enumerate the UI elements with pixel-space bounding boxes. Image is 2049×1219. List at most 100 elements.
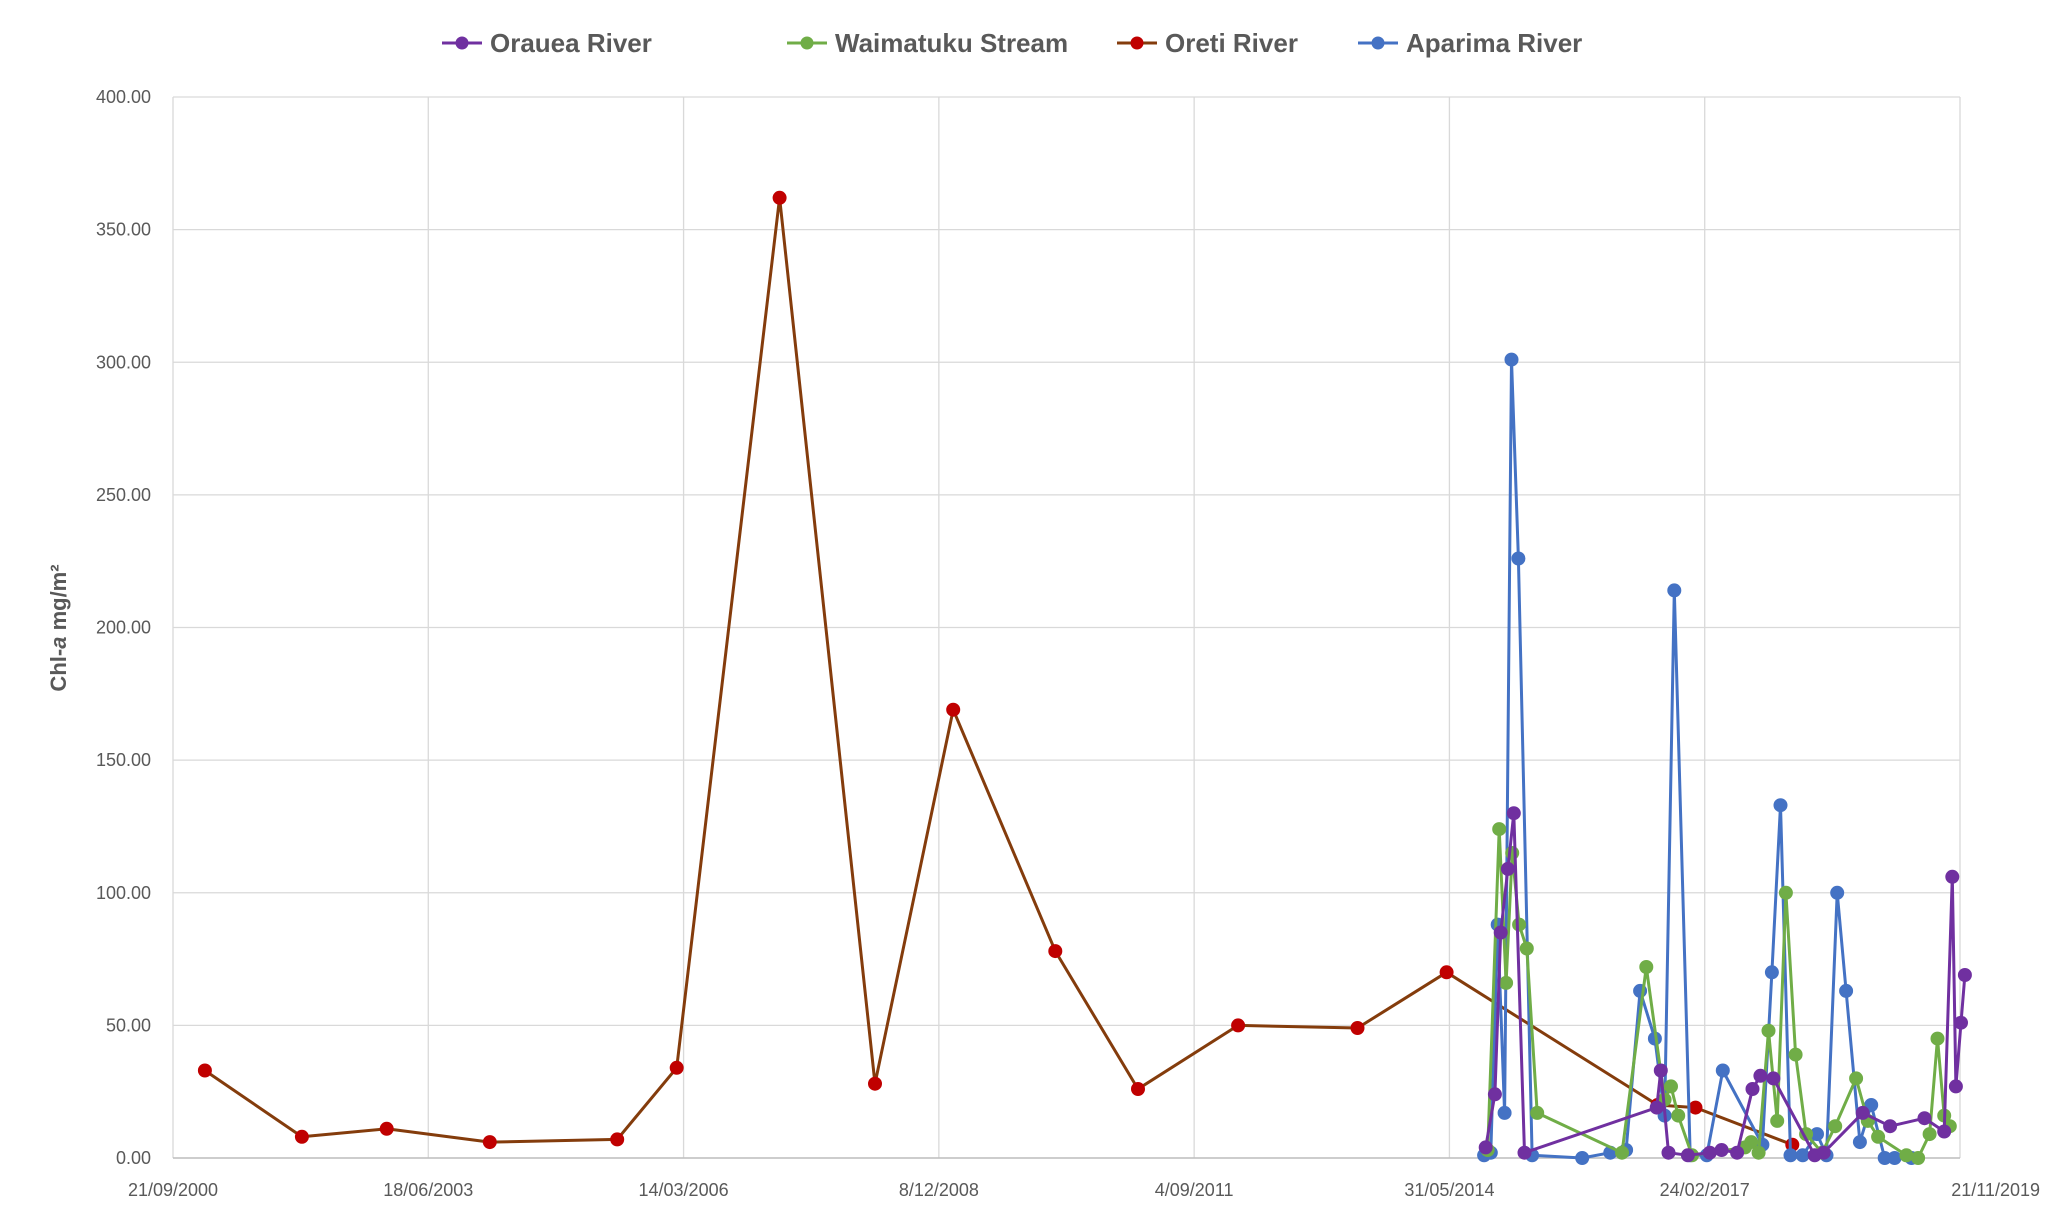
data-point-waimatuku-stream	[1615, 1145, 1629, 1160]
data-point-waimatuku-stream	[1911, 1151, 1926, 1165]
legend-label: Orauea River	[490, 28, 652, 58]
x-tick-label: 18/06/2003	[383, 1180, 473, 1200]
y-tick-label: 300.00	[96, 352, 151, 372]
series-oreti-river	[197, 190, 1800, 1152]
data-point-aparima-river	[1497, 1105, 1512, 1120]
y-tick-label: 400.00	[96, 87, 151, 107]
data-point-waimatuku-stream	[1849, 1071, 1864, 1086]
legend-item-orauea-river: Orauea River	[442, 28, 652, 58]
legend-item-oreti-river: Oreti River	[1117, 28, 1298, 58]
x-tick-labels: 21/09/2000 18/06/2003 14/03/2006 8/12/2008 4…	[128, 1180, 2040, 1200]
data-point-orauea-river	[1753, 1068, 1768, 1083]
data-point-aparima-river	[1852, 1135, 1867, 1150]
data-point-waimatuku-stream	[1770, 1113, 1785, 1128]
y-tick-label: 150.00	[96, 750, 151, 770]
data-point-orauea-river	[1680, 1148, 1695, 1163]
legend-swatch-marker	[1371, 36, 1385, 50]
data-point-waimatuku-stream	[1512, 917, 1527, 932]
data-point-waimatuku-stream	[1899, 1148, 1914, 1163]
legend-item-aparima-river: Aparima River	[1358, 28, 1582, 58]
legend: Orauea River Waimatuku Stream Oreti River A…	[442, 28, 1582, 58]
data-point-orauea-river	[1883, 1119, 1898, 1134]
data-point-orauea-river	[1948, 1079, 1963, 1094]
data-point-waimatuku-stream	[1778, 885, 1793, 900]
data-point-oreti-river	[1350, 1021, 1365, 1035]
data-point-orauea-river	[1957, 968, 1972, 982]
data-point-orauea-river	[1661, 1145, 1676, 1160]
data-point-orauea-river	[1714, 1143, 1729, 1157]
data-point-waimatuku-stream	[1664, 1079, 1678, 1094]
data-point-aparima-river	[1715, 1063, 1730, 1078]
legend-item-waimatuku-stream: Waimatuku Stream	[787, 28, 1068, 58]
data-point-aparima-river	[1773, 798, 1788, 813]
y-tick-label: 200.00	[96, 618, 151, 638]
series-orauea-river	[1478, 806, 1972, 1163]
data-point-waimatuku-stream	[1828, 1119, 1843, 1134]
data-point-waimatuku-stream	[1751, 1145, 1766, 1160]
data-point-oreti-river	[669, 1060, 684, 1075]
y-tick-label: 100.00	[96, 883, 151, 903]
data-point-oreti-river	[1439, 965, 1454, 980]
data-point-waimatuku-stream	[1922, 1127, 1937, 1142]
data-point-orauea-river	[1766, 1071, 1781, 1086]
data-point-orauea-river	[1945, 869, 1960, 884]
y-tick-label: 350.00	[96, 220, 151, 240]
data-point-orauea-river	[1730, 1145, 1745, 1160]
data-point-aparima-river	[1504, 352, 1519, 367]
x-tick-label: 21/09/2000	[128, 1180, 218, 1200]
data-point-orauea-river	[1506, 806, 1521, 821]
data-point-oreti-river	[379, 1121, 394, 1136]
legend-label: Oreti River	[1165, 28, 1298, 58]
data-point-orauea-river	[1816, 1145, 1831, 1160]
data-point-aparima-river	[1795, 1148, 1810, 1163]
data-point-aparima-river	[1830, 885, 1845, 900]
data-point-aparima-river	[1887, 1151, 1902, 1165]
y-axis-label-italic: a	[46, 637, 71, 649]
data-point-orauea-river	[1702, 1145, 1717, 1160]
legend-swatch-marker	[455, 36, 469, 50]
y-axis-label: Chl-a mg/m²	[46, 564, 71, 691]
data-point-orauea-river	[1937, 1124, 1952, 1139]
data-point-waimatuku-stream	[1788, 1047, 1803, 1062]
y-tick-label: 250.00	[96, 485, 151, 505]
y-tick-labels: 0.00 50.00 100.00 150.00 200.00 250.00 300.00 3…	[96, 87, 151, 1168]
y-axis-label-suffix: mg/m²	[46, 564, 71, 636]
data-point-orauea-river	[1653, 1063, 1668, 1078]
data-point-aparima-river	[1511, 551, 1526, 566]
gridlines	[172, 96, 1961, 1159]
data-point-waimatuku-stream	[1519, 941, 1534, 956]
data-point-waimatuku-stream	[1930, 1031, 1945, 1046]
x-tick-label: 24/02/2017	[1660, 1180, 1750, 1200]
data-point-oreti-river	[868, 1076, 882, 1091]
data-point-oreti-river	[294, 1129, 309, 1144]
data-point-orauea-river	[1855, 1105, 1870, 1120]
data-point-oreti-river	[197, 1063, 212, 1078]
data-point-orauea-river	[1500, 861, 1515, 876]
legend-swatch-marker	[1130, 36, 1144, 50]
x-tick-label: 31/05/2014	[1404, 1180, 1494, 1200]
data-point-waimatuku-stream	[1871, 1129, 1886, 1144]
x-tick-label: 21/11/2019	[1951, 1180, 2040, 1200]
data-point-orauea-river	[1517, 1145, 1532, 1160]
x-tick-label: 4/09/2011	[1155, 1180, 1234, 1200]
data-point-orauea-river	[1649, 1100, 1664, 1115]
data-point-orauea-river	[1487, 1087, 1502, 1102]
y-axis-label-prefix: Chl-	[46, 649, 71, 692]
data-point-orauea-river	[1954, 1015, 1968, 1030]
series-layer	[197, 190, 1972, 1165]
data-point-orauea-river	[1493, 925, 1508, 940]
data-point-orauea-river	[1917, 1111, 1932, 1126]
data-point-oreti-river	[1048, 944, 1063, 959]
data-point-waimatuku-stream	[1639, 960, 1654, 974]
data-point-orauea-river	[1745, 1082, 1760, 1096]
x-tick-label: 14/03/2006	[639, 1180, 729, 1200]
data-point-aparima-river	[1667, 583, 1682, 598]
data-point-oreti-river	[946, 702, 961, 717]
legend-swatch-marker	[800, 36, 814, 50]
data-point-aparima-river	[1764, 965, 1779, 980]
data-point-oreti-river	[1131, 1082, 1145, 1096]
y-tick-label: 0.00	[116, 1148, 151, 1168]
data-point-waimatuku-stream	[1671, 1108, 1686, 1123]
